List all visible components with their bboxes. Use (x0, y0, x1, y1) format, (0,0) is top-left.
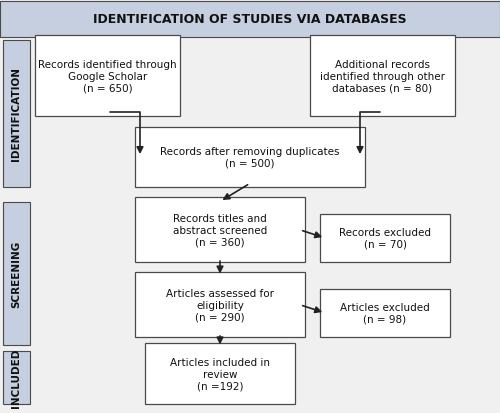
Text: IDENTIFICATION: IDENTIFICATION (11, 67, 22, 161)
Text: Additional records
identified through other
databases (n = 80): Additional records identified through ot… (320, 60, 445, 93)
Text: Records titles and
abstract screened
(n = 360): Records titles and abstract screened (n … (173, 214, 267, 247)
FancyBboxPatch shape (320, 214, 450, 263)
FancyBboxPatch shape (310, 36, 455, 117)
Text: IDENTIFICATION OF STUDIES VIA DATABASES: IDENTIFICATION OF STUDIES VIA DATABASES (93, 12, 407, 26)
Text: SCREENING: SCREENING (11, 240, 21, 307)
Text: Records excluded
(n = 70): Records excluded (n = 70) (339, 228, 431, 249)
Text: Articles included in
review
(n =192): Articles included in review (n =192) (170, 357, 270, 390)
Text: Articles assessed for
eligibility
(n = 290): Articles assessed for eligibility (n = 2… (166, 289, 274, 322)
FancyBboxPatch shape (2, 40, 30, 188)
FancyBboxPatch shape (135, 127, 365, 188)
FancyBboxPatch shape (145, 344, 295, 404)
Text: INCLUDED: INCLUDED (11, 348, 21, 407)
Text: Records identified through
Google Scholar
(n = 650): Records identified through Google Schola… (38, 60, 177, 93)
Text: Articles excluded
(n = 98): Articles excluded (n = 98) (340, 302, 430, 324)
FancyBboxPatch shape (135, 198, 305, 263)
FancyBboxPatch shape (0, 2, 500, 38)
FancyBboxPatch shape (320, 289, 450, 337)
FancyBboxPatch shape (2, 351, 30, 404)
FancyBboxPatch shape (2, 202, 30, 345)
FancyBboxPatch shape (135, 273, 305, 337)
FancyBboxPatch shape (35, 36, 180, 117)
Text: Records after removing duplicates
(n = 500): Records after removing duplicates (n = 5… (160, 147, 340, 169)
